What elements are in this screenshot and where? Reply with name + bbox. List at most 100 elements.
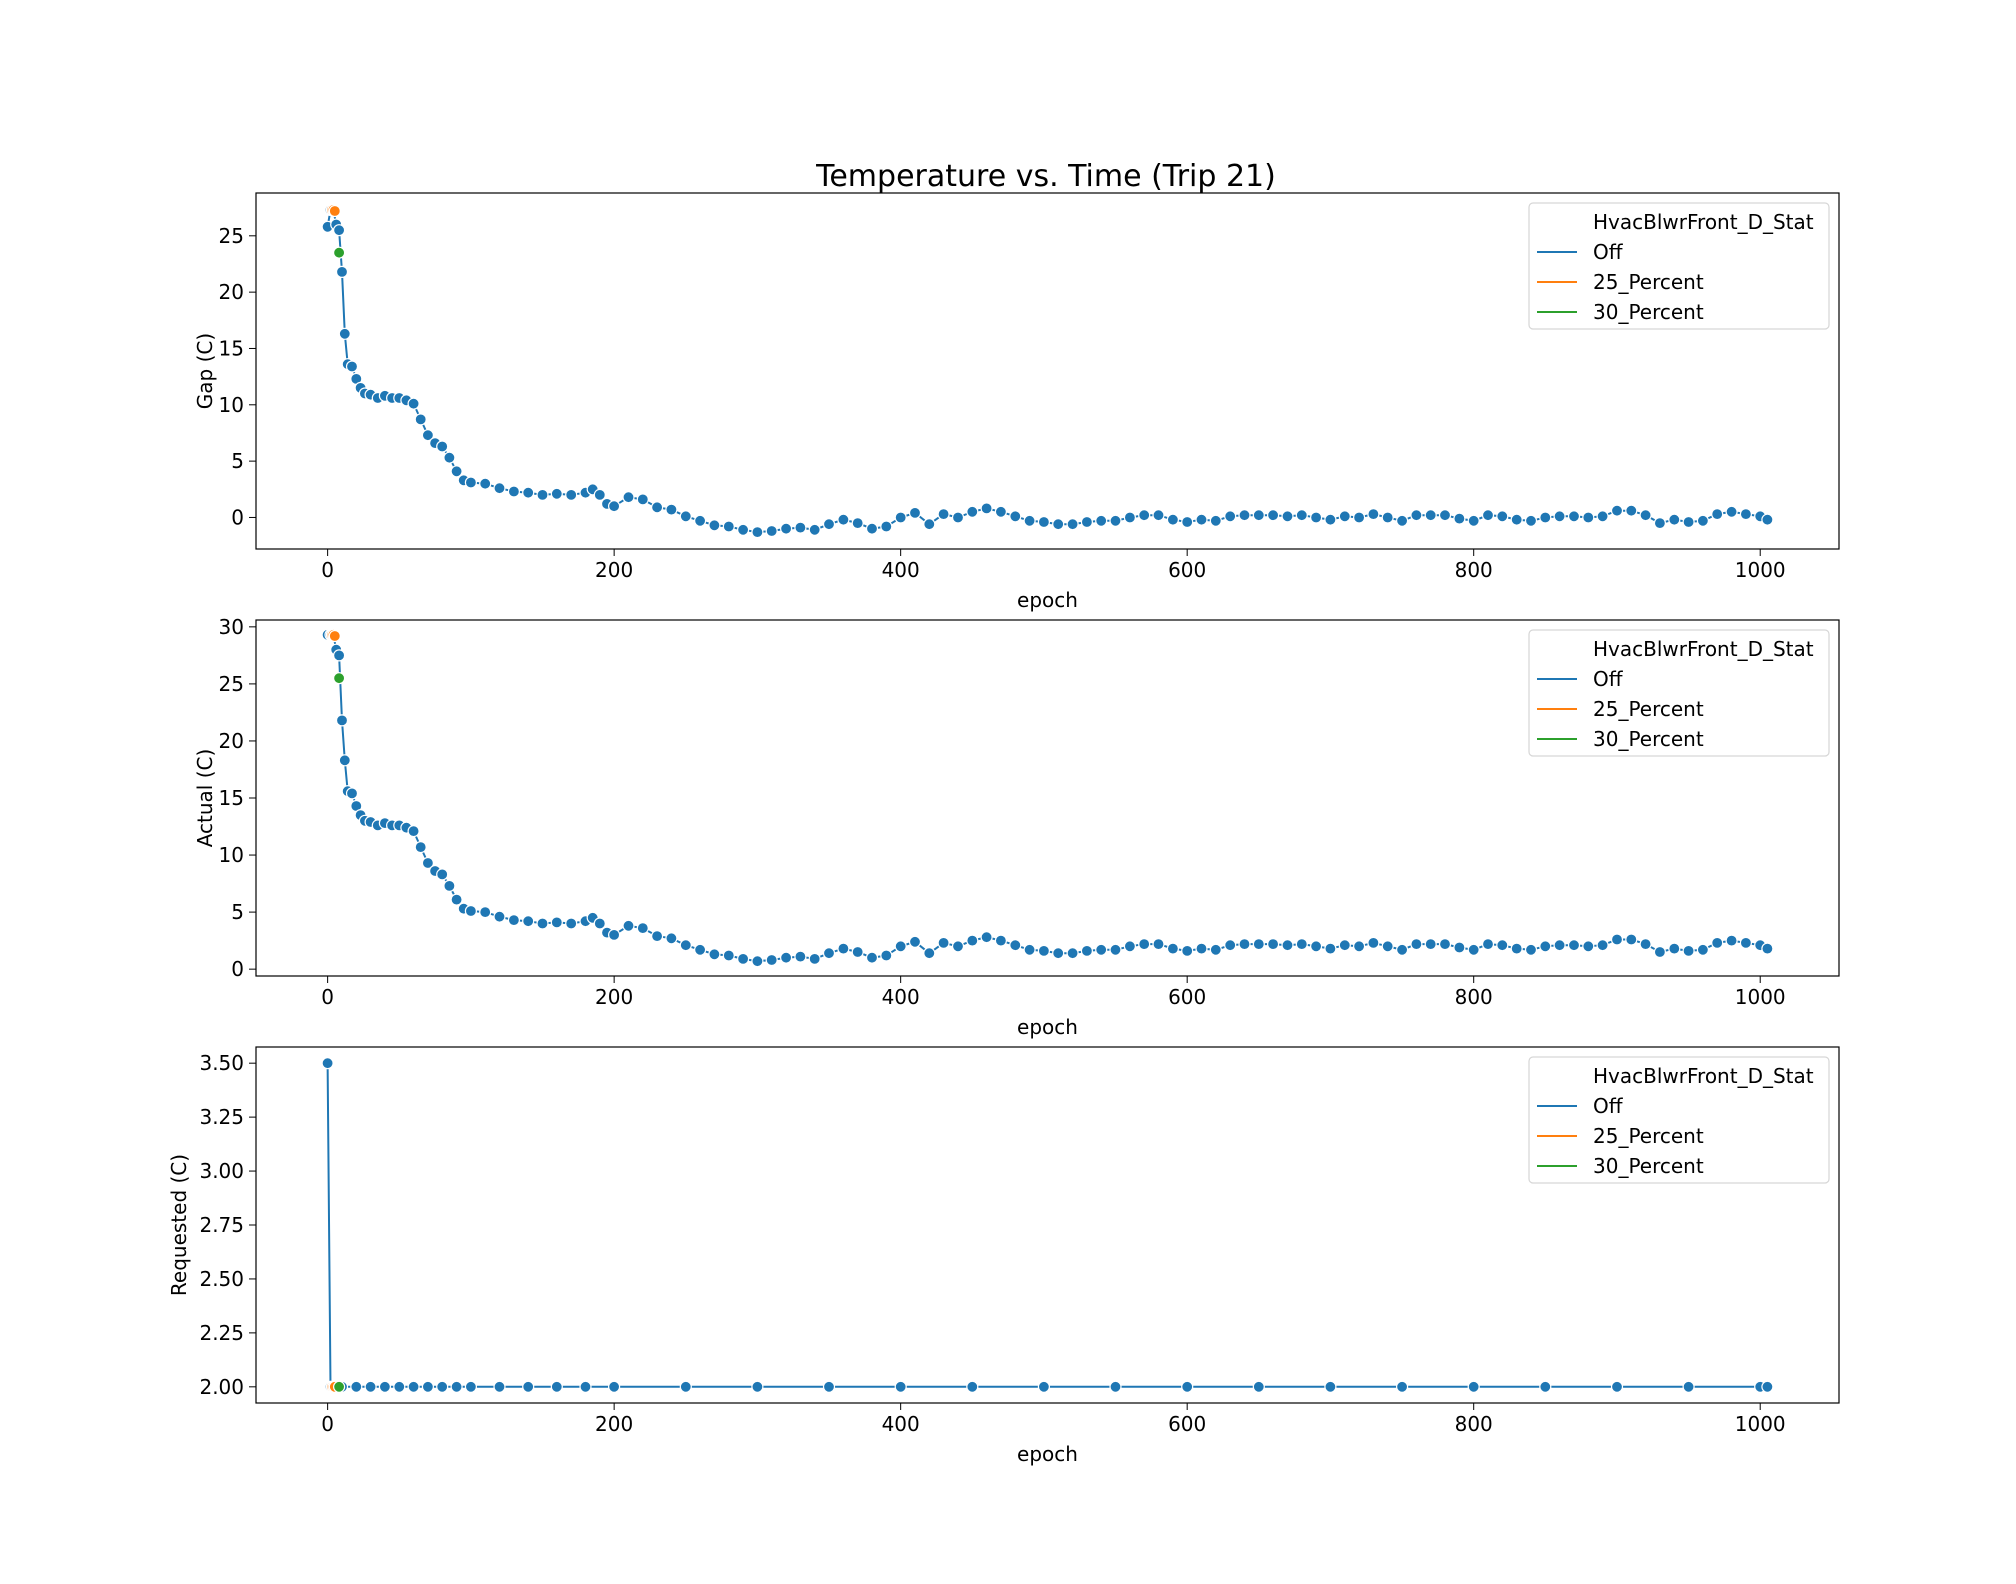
data-point (1152, 509, 1165, 522)
x-tick-label: 200 (595, 558, 633, 582)
data-point (1080, 515, 1094, 529)
data-point (1095, 943, 1108, 956)
data-point (436, 1380, 449, 1393)
data-point (636, 921, 649, 935)
data-point (1181, 1380, 1194, 1393)
x-tick-label: 0 (321, 1412, 334, 1436)
data-point (794, 950, 807, 963)
data-point (837, 513, 850, 526)
data-point (1309, 940, 1323, 953)
data-point (1567, 939, 1581, 952)
data-point (1224, 939, 1237, 952)
x-tick-label: 1000 (1735, 1412, 1786, 1436)
data-point (1653, 945, 1667, 959)
legend-entry-label: Off (1593, 240, 1624, 264)
data-point (1610, 1380, 1624, 1393)
data-point (522, 486, 535, 499)
data-point (464, 1380, 477, 1393)
data-point (333, 1380, 346, 1393)
data-point (1539, 940, 1552, 953)
data-point (1395, 514, 1409, 527)
data-point (1238, 937, 1251, 951)
y-tick-label: 15 (219, 336, 244, 360)
legend-title: HvacBlwrFront_D_Stat (1593, 1064, 1814, 1088)
data-point (1653, 516, 1667, 530)
data-point (493, 482, 506, 495)
data-point (407, 1380, 420, 1393)
data-point (1052, 518, 1065, 531)
data-point (650, 929, 664, 943)
data-point (479, 477, 492, 490)
data-point (1424, 937, 1437, 951)
data-point (450, 465, 463, 478)
data-point (1152, 937, 1165, 951)
legend: HvacBlwrFront_D_Stat Off 25_Percent 30_Perc… (1528, 629, 1830, 757)
data-point (1252, 937, 1265, 951)
data-point (1682, 1380, 1695, 1393)
subplot-2: 0 200 400 600 800 1000 0 5 10 15 20 25 30 epoch Actual… (193, 615, 1840, 1039)
x-tick-label: 400 (882, 558, 920, 582)
data-point (622, 491, 635, 504)
data-point (765, 524, 778, 538)
data-point (1668, 513, 1681, 526)
data-point (1109, 943, 1122, 956)
data-point (894, 1380, 907, 1393)
x-tick-label: 1000 (1735, 985, 1786, 1009)
y-tick-label: 2.75 (199, 1213, 244, 1237)
data-point (1524, 943, 1538, 956)
data-point (865, 522, 879, 535)
data-point (1066, 947, 1079, 960)
data-point (407, 397, 420, 410)
data-point (693, 943, 707, 956)
data-point (808, 523, 821, 536)
data-point (822, 1380, 836, 1393)
data-point (450, 1380, 463, 1393)
data-point (321, 1057, 334, 1070)
series-25-percent (325, 203, 341, 218)
data-point (822, 947, 836, 960)
x-tick-label: 600 (1168, 1412, 1206, 1436)
data-point (1381, 940, 1394, 953)
y-axis-label: Gap (C) (193, 333, 217, 409)
data-point (1037, 515, 1051, 529)
data-point (679, 1380, 692, 1393)
data-point (1496, 939, 1509, 952)
series-off (321, 628, 1774, 968)
data-point (1453, 941, 1466, 954)
data-point (414, 840, 427, 854)
legend-entry-label: 30_Percent (1593, 1154, 1704, 1178)
data-point (1725, 934, 1738, 947)
data-point (1553, 510, 1566, 523)
legend-title: HvacBlwrFront_D_Stat (1593, 210, 1814, 234)
data-point (937, 507, 950, 521)
data-point (393, 1380, 406, 1393)
data-point (1696, 514, 1710, 527)
data-point (1209, 514, 1222, 527)
data-point (951, 940, 965, 953)
data-point (1181, 944, 1194, 958)
data-point (333, 672, 346, 685)
data-point (1352, 511, 1366, 524)
data-point (1668, 942, 1681, 955)
data-point (880, 949, 893, 962)
data-point (1510, 942, 1523, 955)
data-point (1524, 514, 1538, 527)
data-point (493, 1380, 506, 1393)
data-point (345, 360, 359, 373)
data-point (1367, 936, 1380, 950)
data-point (364, 1380, 377, 1393)
data-point (1281, 939, 1294, 952)
data-point (1424, 509, 1437, 522)
data-point (1539, 511, 1552, 524)
y-tick-label: 20 (219, 280, 244, 304)
data-point (880, 520, 893, 533)
data-point (1739, 936, 1753, 950)
subplot-3: 0 200 400 600 800 1000 2.00 2.25 2.50 2.75 3.00 3.2… (167, 1046, 1840, 1466)
series-off-line (326, 1063, 1768, 1388)
data-point (1510, 513, 1523, 526)
data-point (1352, 940, 1366, 953)
data-point (1166, 513, 1180, 526)
legend-entry-label: Off (1593, 667, 1624, 691)
